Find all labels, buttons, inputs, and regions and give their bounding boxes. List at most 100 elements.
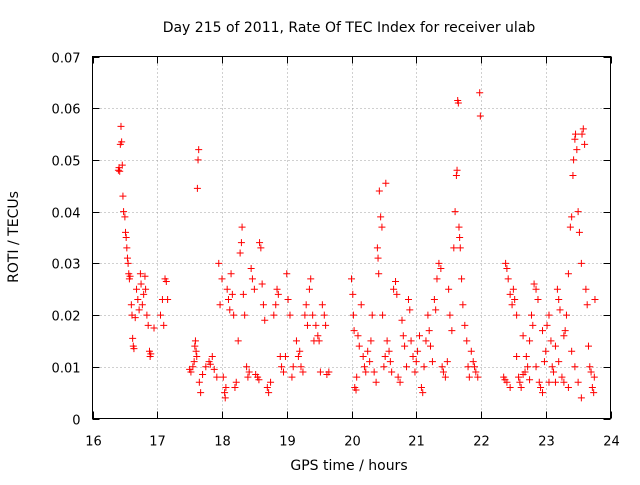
data-point — [439, 368, 447, 376]
data-point — [516, 378, 524, 386]
data-point — [134, 296, 142, 304]
data-point — [570, 156, 578, 164]
data-point — [409, 352, 417, 360]
data-point — [543, 321, 551, 329]
data-point — [378, 223, 386, 231]
data-point — [551, 342, 559, 350]
y-tick-label: 0.05 — [52, 155, 81, 170]
data-point — [504, 275, 512, 283]
data-point — [215, 259, 223, 267]
data-point — [135, 306, 143, 314]
data-point — [553, 285, 561, 293]
data-point — [362, 368, 370, 376]
data-point — [162, 277, 170, 285]
data-point — [302, 301, 310, 309]
data-point — [425, 327, 433, 335]
data-point — [375, 187, 383, 195]
y-tick-label: 0 — [72, 414, 80, 429]
data-point — [519, 332, 527, 340]
data-point — [452, 171, 460, 179]
data-point — [187, 368, 195, 376]
data-point — [350, 327, 358, 335]
data-point — [259, 301, 267, 309]
data-point — [385, 347, 393, 355]
data-point — [296, 347, 304, 355]
data-point — [357, 301, 365, 309]
data-point — [539, 327, 547, 335]
data-point — [574, 378, 582, 386]
data-point — [314, 332, 322, 340]
data-point — [503, 378, 511, 386]
data-point — [122, 228, 130, 236]
data-point — [424, 311, 432, 319]
data-point — [582, 285, 590, 293]
data-point — [550, 368, 558, 376]
data-point — [465, 373, 473, 381]
data-point — [348, 275, 355, 283]
data-point — [213, 373, 221, 381]
data-point — [474, 373, 482, 381]
data-point — [513, 352, 521, 360]
data-point — [192, 347, 200, 355]
data-point — [568, 213, 576, 221]
data-point — [208, 352, 216, 360]
data-point — [374, 254, 382, 262]
data-point — [390, 285, 398, 293]
data-point — [380, 363, 388, 371]
data-point — [301, 311, 309, 319]
data-point — [230, 311, 238, 319]
y-axis-tick-labels: 0 0.01 0.02 0.03 0.04 0.05 0.06 0.07 — [52, 52, 81, 429]
data-point — [574, 208, 582, 216]
data-point — [137, 280, 145, 288]
data-point — [545, 311, 553, 319]
data-point — [467, 347, 475, 355]
data-point — [309, 311, 317, 319]
data-point — [556, 306, 564, 314]
data-point — [522, 352, 530, 360]
plot-frame — [92, 56, 611, 419]
data-point — [503, 265, 511, 273]
data-points — [114, 89, 599, 402]
x-tick-label: 17 — [149, 435, 166, 450]
data-point — [265, 389, 273, 397]
data-point — [322, 321, 330, 329]
data-point — [573, 146, 581, 154]
data-point — [194, 156, 202, 164]
data-point — [561, 327, 569, 335]
data-point — [278, 363, 286, 371]
data-point — [572, 130, 580, 138]
data-point — [199, 371, 207, 379]
data-point — [571, 135, 579, 143]
data-point — [119, 192, 127, 200]
data-point — [375, 270, 383, 278]
data-point — [303, 321, 311, 329]
x-tick-label: 18 — [214, 435, 231, 450]
data-point — [224, 296, 232, 304]
data-point — [529, 321, 537, 329]
data-point — [237, 239, 245, 247]
data-point — [120, 208, 128, 216]
data-point — [555, 296, 563, 304]
data-point — [131, 314, 139, 322]
data-point — [118, 138, 126, 146]
data-point — [517, 383, 525, 391]
data-point — [463, 337, 471, 345]
data-point — [403, 363, 411, 371]
data-point — [506, 383, 514, 391]
x-tick-label: 23 — [538, 435, 555, 450]
data-point — [508, 301, 516, 309]
data-point — [160, 321, 168, 329]
data-point — [272, 301, 280, 309]
data-point — [547, 337, 555, 345]
data-point — [568, 347, 576, 355]
data-point — [521, 368, 529, 376]
data-point — [548, 363, 556, 371]
data-point — [142, 285, 150, 293]
data-point — [414, 347, 422, 355]
data-point — [219, 373, 227, 381]
data-point — [560, 378, 568, 386]
data-point — [318, 301, 326, 309]
data-point — [193, 184, 201, 192]
data-point — [456, 244, 464, 252]
